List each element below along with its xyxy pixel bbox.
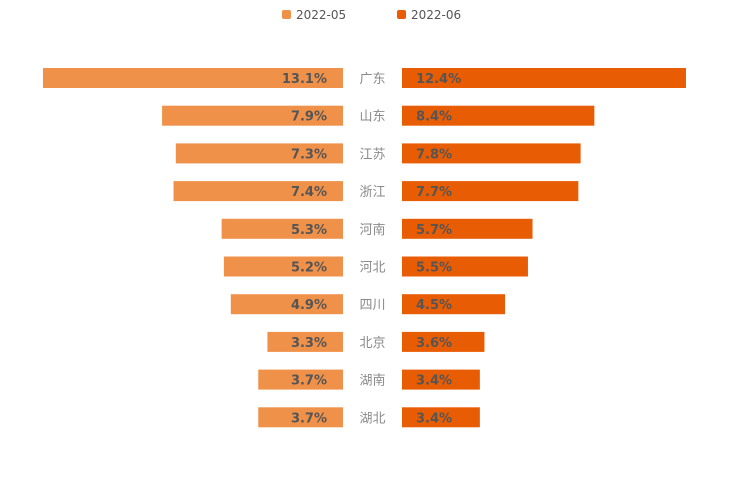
value-label-2022-05-row-0: 13.1% — [282, 72, 327, 87]
category-label-row-3: 浙江 — [359, 185, 385, 200]
value-label-2022-06-row-6: 4.5% — [416, 298, 452, 313]
value-label-2022-06-row-7: 3.6% — [416, 336, 452, 351]
bar-2022-05-row-4[interactable] — [221, 218, 343, 239]
bar-2022-06-row-5[interactable] — [402, 256, 528, 277]
value-label-2022-05-row-5: 5.2% — [291, 261, 327, 276]
legend-label-2022-06: 2022-06 — [411, 8, 461, 22]
legend-label-2022-05: 2022-05 — [296, 8, 346, 22]
category-label-row-0: 广东 — [359, 72, 385, 87]
bar-2022-05-row-8[interactable] — [258, 369, 343, 390]
value-label-2022-06-row-0: 12.4% — [416, 72, 461, 87]
bar-2022-05-row-7[interactable] — [267, 331, 343, 352]
bar-2022-06-row-0[interactable] — [402, 68, 686, 88]
legend-swatch-2022-05 — [282, 10, 291, 19]
category-label-row-8: 湖南 — [359, 373, 385, 389]
value-label-2022-06-row-5: 5.5% — [416, 261, 452, 276]
legend-swatch-2022-06 — [397, 10, 406, 19]
value-label-2022-06-row-4: 5.7% — [416, 223, 452, 238]
bar-2022-05-row-5[interactable] — [223, 256, 343, 277]
category-label-row-5: 河北 — [359, 261, 385, 276]
bar-2022-05-row-1[interactable] — [162, 105, 343, 126]
bar-2022-06-row-6[interactable] — [402, 294, 506, 315]
legend: 2022-05 2022-06 — [282, 8, 461, 22]
bar-2022-06-row-8[interactable] — [402, 369, 480, 390]
value-label-2022-06-row-3: 7.7% — [416, 185, 452, 200]
series-2022-05-value-labels: 13.1% 7.9% 7.3% 7.4% 5.3% 5.2% 4.9% 3.3% 3.7% 3.7… — [282, 72, 327, 426]
bar-2022-06-row-2[interactable] — [402, 143, 581, 164]
value-label-2022-06-row-9: 3.4% — [416, 411, 452, 426]
series-2022-06-value-labels: 12.4% 8.4% 7.8% 7.7% 5.7% 5.5% 4.5% 3.6% 3.4% 3.4… — [416, 72, 461, 426]
value-label-2022-05-row-4: 5.3% — [291, 223, 327, 238]
category-label-row-9: 湖北 — [359, 411, 385, 426]
bar-2022-06-row-9[interactable] — [402, 407, 480, 428]
value-label-2022-06-row-2: 7.8% — [416, 147, 452, 162]
value-label-2022-05-row-9: 3.7% — [291, 411, 327, 426]
value-label-2022-05-row-1: 7.9% — [291, 110, 327, 125]
bar-2022-06-row-1[interactable] — [402, 105, 595, 126]
value-label-2022-05-row-7: 3.3% — [291, 336, 327, 351]
value-label-2022-05-row-2: 7.3% — [291, 147, 327, 162]
bar-2022-05-row-9[interactable] — [258, 407, 343, 428]
value-label-2022-05-row-8: 3.7% — [291, 374, 327, 389]
legend-item-2022-06[interactable]: 2022-06 — [397, 8, 461, 22]
category-label-row-7: 北京 — [359, 336, 385, 351]
value-label-2022-06-row-1: 8.4% — [416, 110, 452, 125]
category-label-row-2: 江苏 — [359, 146, 385, 162]
legend-item-2022-05[interactable]: 2022-05 — [282, 8, 346, 22]
bar-2022-05-row-0[interactable] — [43, 68, 343, 88]
category-label-row-4: 河南 — [359, 222, 385, 238]
bar-2022-06-row-4[interactable] — [402, 218, 533, 239]
category-label-row-6: 四川 — [359, 298, 385, 313]
bar-2022-05-row-3[interactable] — [173, 181, 343, 202]
value-label-2022-05-row-6: 4.9% — [291, 298, 327, 313]
bar-2022-05-row-6[interactable] — [230, 294, 343, 315]
value-label-2022-06-row-8: 3.4% — [416, 374, 452, 389]
series-2022-06-bars — [402, 68, 686, 428]
category-label-row-1: 山东 — [359, 110, 385, 125]
series-2022-05-bars — [43, 68, 343, 428]
bar-2022-06-row-7[interactable] — [402, 331, 485, 352]
value-label-2022-05-row-3: 7.4% — [291, 185, 327, 200]
bar-2022-05-row-2[interactable] — [175, 143, 343, 164]
bar-2022-06-row-3[interactable] — [402, 181, 579, 202]
